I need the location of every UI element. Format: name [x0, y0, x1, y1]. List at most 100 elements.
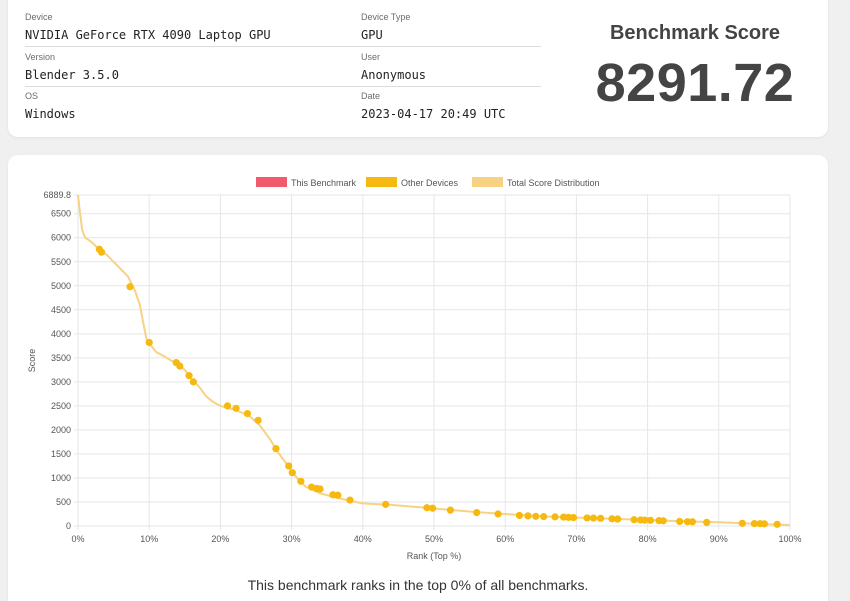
score-value: 8291.72: [595, 53, 795, 113]
legend-this-benchmark-label: This Benchmark: [291, 178, 357, 188]
other-device-point: [760, 520, 768, 528]
other-device-point: [646, 516, 655, 524]
other-device-point: [423, 504, 431, 512]
other-device-point: [614, 515, 622, 523]
divider: [361, 46, 541, 47]
other-device-point: [254, 416, 262, 424]
x-tick-label: 40%: [354, 534, 372, 544]
other-device-point: [688, 518, 697, 526]
device-value: NVIDIA GeForce RTX 4090 Laptop GPU: [25, 28, 271, 42]
score-title: Benchmark Score: [609, 22, 781, 44]
other-device-point: [232, 404, 240, 412]
y-axis-title: Score: [27, 349, 37, 373]
other-device-point: [659, 517, 667, 525]
other-device-point: [145, 338, 153, 347]
y-tick-label: 2500: [51, 401, 71, 411]
user-field: User Anonymous: [361, 52, 541, 87]
chart-card: 0 500 1000 1500 2000 2500 3000 3500 4000 4500 5000…: [8, 155, 828, 601]
y-tick-label: 5000: [51, 281, 71, 291]
x-tick-label: 10%: [140, 534, 158, 544]
other-device-point: [738, 519, 746, 527]
other-device-point: [608, 515, 616, 523]
other-device-point: [381, 500, 390, 508]
divider: [361, 86, 541, 87]
divider: [25, 46, 361, 47]
legend-distribution-swatch: [472, 177, 503, 187]
other-device-point: [597, 514, 605, 522]
other-device-point: [515, 511, 524, 520]
x-tick-label: 20%: [211, 534, 229, 544]
user-value: Anonymous: [361, 68, 427, 82]
other-device-point: [189, 378, 197, 386]
other-device-point: [288, 469, 296, 477]
y-tick-label: 3000: [51, 377, 71, 387]
other-device-point: [583, 514, 591, 522]
y-tick-label: 1500: [51, 449, 71, 459]
other-device-point: [97, 248, 106, 256]
x-tick-label: 90%: [710, 534, 728, 544]
other-device-point: [185, 372, 193, 380]
other-device-point: [126, 283, 134, 291]
other-device-point: [773, 520, 781, 528]
device-field: Device NVIDIA GeForce RTX 4090 Laptop GP…: [25, 12, 361, 47]
other-device-point: [750, 519, 759, 528]
rank-caption: This benchmark ranks in the top 0% of al…: [247, 577, 589, 593]
other-device-point: [176, 362, 184, 370]
other-device-point: [683, 518, 692, 526]
other-device-point: [272, 445, 280, 453]
device-label: Device: [25, 12, 53, 22]
other-device-point: [551, 513, 559, 521]
os-label: OS: [25, 91, 39, 101]
other-device-point: [630, 516, 638, 524]
other-device-point: [494, 510, 502, 518]
y-tick-label: 5500: [51, 257, 71, 267]
other-device-point: [532, 512, 540, 520]
y-tick-label: 4500: [51, 305, 71, 315]
other-device-point: [569, 513, 578, 522]
date-field: Date 2023-04-17 20:49 UTC: [361, 91, 541, 121]
other-device-point: [223, 402, 232, 410]
y-tick-label: 6000: [51, 233, 71, 243]
x-tick-label: 70%: [567, 534, 585, 544]
other-device-point: [641, 516, 649, 524]
other-device-point: [334, 491, 342, 499]
y-tick-label: 0: [66, 521, 71, 531]
x-axis-title: Rank (Top %): [407, 551, 462, 561]
x-tick-label: 80%: [639, 534, 657, 544]
other-device-point: [346, 496, 354, 504]
device-type-label: Device Type: [361, 12, 411, 22]
other-device-point: [540, 513, 548, 521]
y-tick-label: 6889.8: [43, 190, 71, 200]
y-tick-label: 6500: [51, 209, 71, 219]
other-device-point: [285, 462, 293, 470]
device-type-value: GPU: [361, 28, 383, 42]
date-label: Date: [361, 91, 381, 101]
other-device-point: [446, 506, 454, 514]
score-distribution-chart: 0 500 1000 1500 2000 2500 3000 3500 4000 4500 5000…: [27, 177, 802, 561]
x-tick-label: 50%: [425, 534, 443, 544]
x-tick-label: 60%: [496, 534, 514, 544]
version-field: Version Blender 3.5.0: [25, 52, 361, 87]
divider: [25, 86, 361, 87]
y-tick-label: 500: [56, 497, 71, 507]
y-tick-label: 1000: [51, 473, 71, 483]
legend-other-devices-swatch: [366, 177, 397, 187]
x-tick-label: 30%: [283, 534, 301, 544]
date-value: 2023-04-17 20:49 UTC: [361, 107, 506, 121]
version-label: Version: [25, 52, 56, 62]
other-device-point: [428, 504, 437, 512]
y-tick-label: 3500: [51, 353, 71, 363]
other-device-point: [243, 409, 252, 418]
os-field: OS Windows: [25, 91, 361, 121]
y-tick-label: 2000: [51, 425, 71, 435]
legend-distribution-label: Total Score Distribution: [507, 178, 600, 188]
version-value: Blender 3.5.0: [25, 68, 119, 82]
user-label: User: [361, 52, 381, 62]
other-device-point: [703, 518, 711, 526]
device-type-field: Device Type GPU: [361, 12, 541, 47]
x-tick-label: 100%: [778, 534, 801, 544]
y-tick-label: 4000: [51, 329, 71, 339]
other-device-point: [676, 517, 684, 526]
other-device-point: [316, 485, 324, 493]
benchmark-info-card: Device NVIDIA GeForce RTX 4090 Laptop GP…: [8, 0, 828, 137]
